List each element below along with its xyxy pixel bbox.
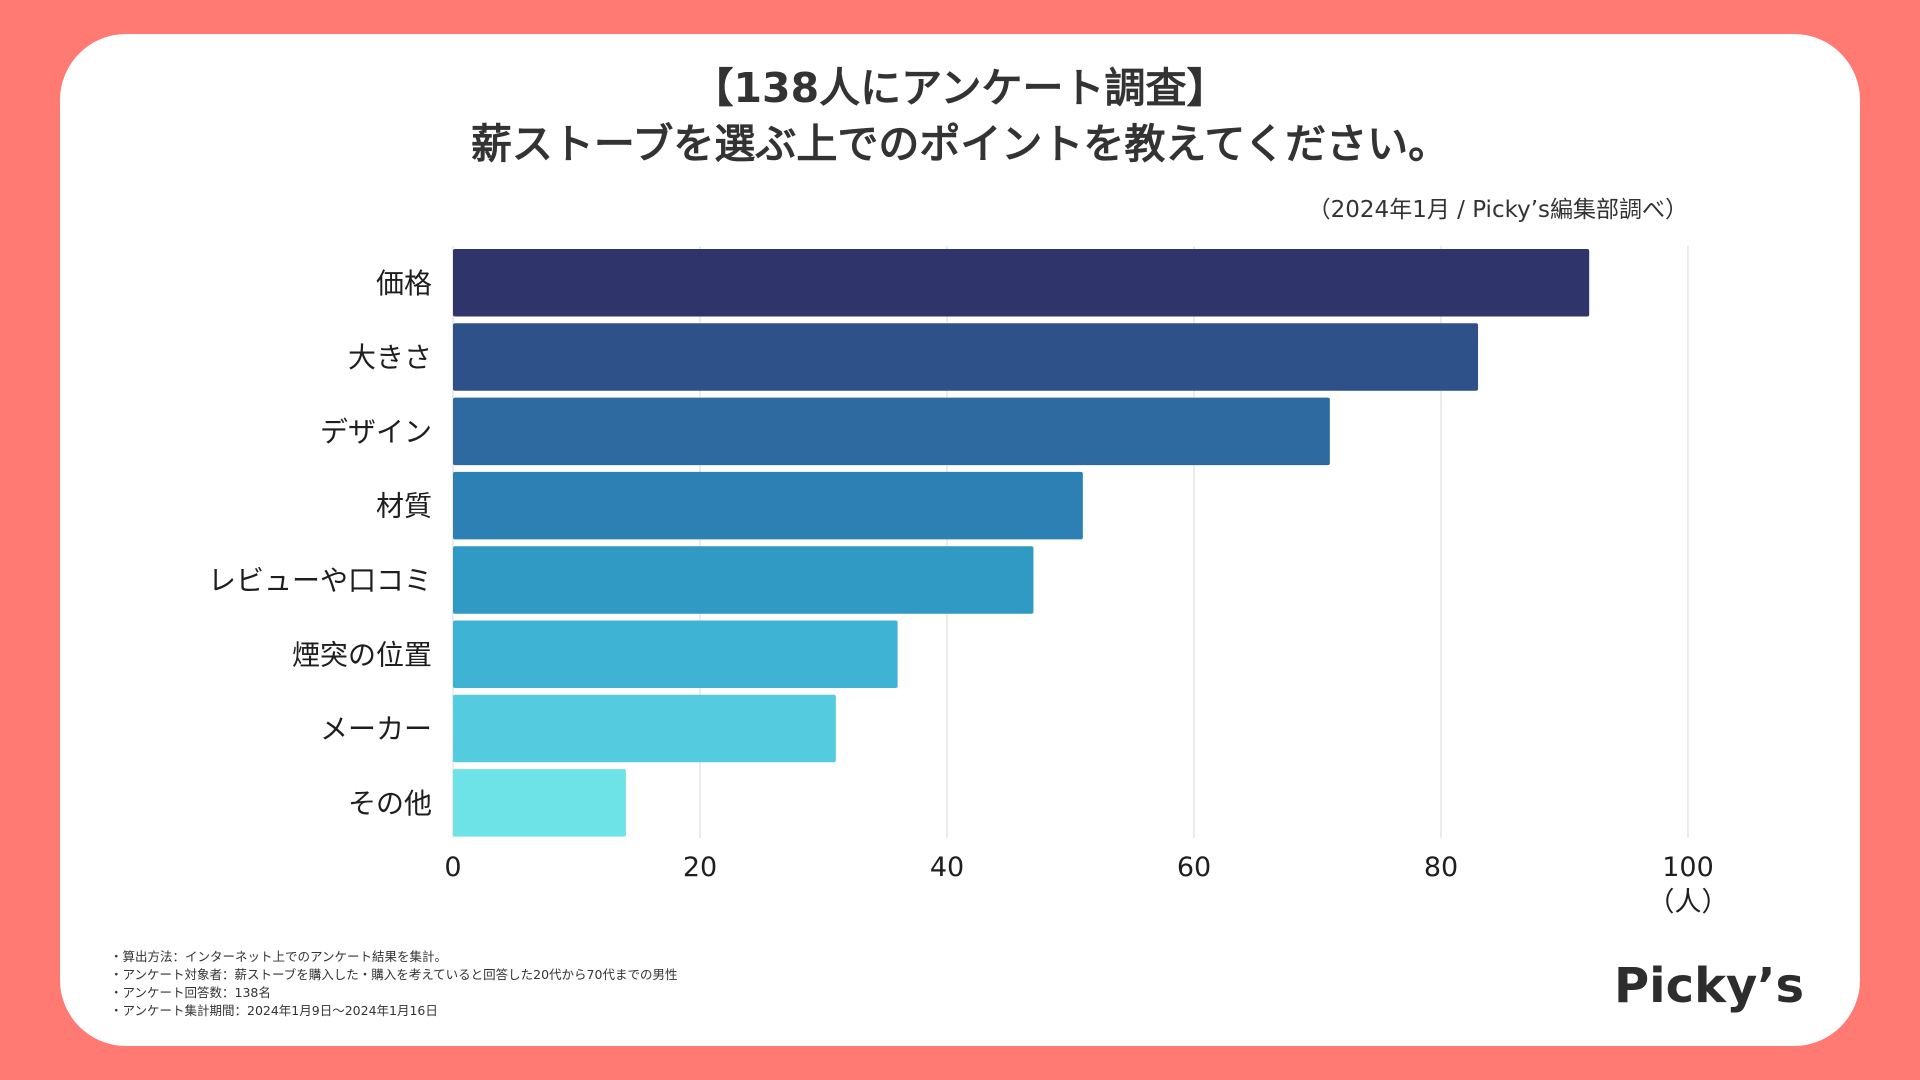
category-label: 価格: [376, 267, 432, 300]
x-tick-label: 20: [683, 852, 717, 883]
bar: [453, 694, 836, 763]
x-tick-label: 0: [444, 852, 461, 883]
footnote-target: ・アンケート対象者：薪ストーブを購入した・購入を考えていると回答した20代から7…: [110, 967, 678, 982]
title-line-1: 【138人にアンケート調査】: [692, 64, 1228, 112]
category-label: 大きさ: [348, 341, 432, 374]
pickys-logo: Picky’s: [1614, 958, 1805, 1014]
footnote-respondents: ・アンケート回答数：138名: [110, 985, 271, 1000]
category-label: 煙突の位置: [292, 638, 432, 671]
bar: [453, 323, 1479, 391]
chart-card: [60, 34, 1860, 1046]
x-tick-label: 100: [1662, 852, 1714, 883]
x-tick-label: 60: [1177, 852, 1211, 883]
footnote-method: ・算出方法：インターネット上でのアンケート結果を集計。: [110, 949, 448, 964]
x-tick-label: 40: [930, 852, 964, 883]
category-label: レビューや口コミ: [208, 564, 432, 597]
footnote-period: ・アンケート集計期間：2024年1月9日〜2024年1月16日: [110, 1003, 438, 1018]
category-label: その他: [348, 787, 432, 820]
footnotes: ・算出方法：インターネット上でのアンケート結果を集計。 ・アンケート対象者：薪ス…: [110, 948, 677, 1020]
title-line-2: 薪ストーブを選ぶ上でのポイントを教えてください。: [470, 120, 1450, 168]
bar: [453, 546, 1034, 614]
category-label: 材質: [376, 490, 432, 523]
bar: [453, 249, 1590, 317]
bar: [453, 769, 626, 837]
category-label: メーカー: [320, 713, 432, 746]
x-axis-unit: （人）: [1648, 887, 1729, 918]
bar: [453, 471, 1083, 540]
chart-title: 【138人にアンケート調査】 薪ストーブを選ぶ上でのポイントを教えてください。: [0, 60, 1920, 172]
x-tick-label: 80: [1424, 852, 1458, 883]
source-note: （2024年1月 / Picky’s編集部調べ）: [1307, 197, 1688, 223]
category-label: デザイン: [320, 415, 432, 448]
bar: [453, 620, 898, 688]
bar: [453, 397, 1330, 466]
